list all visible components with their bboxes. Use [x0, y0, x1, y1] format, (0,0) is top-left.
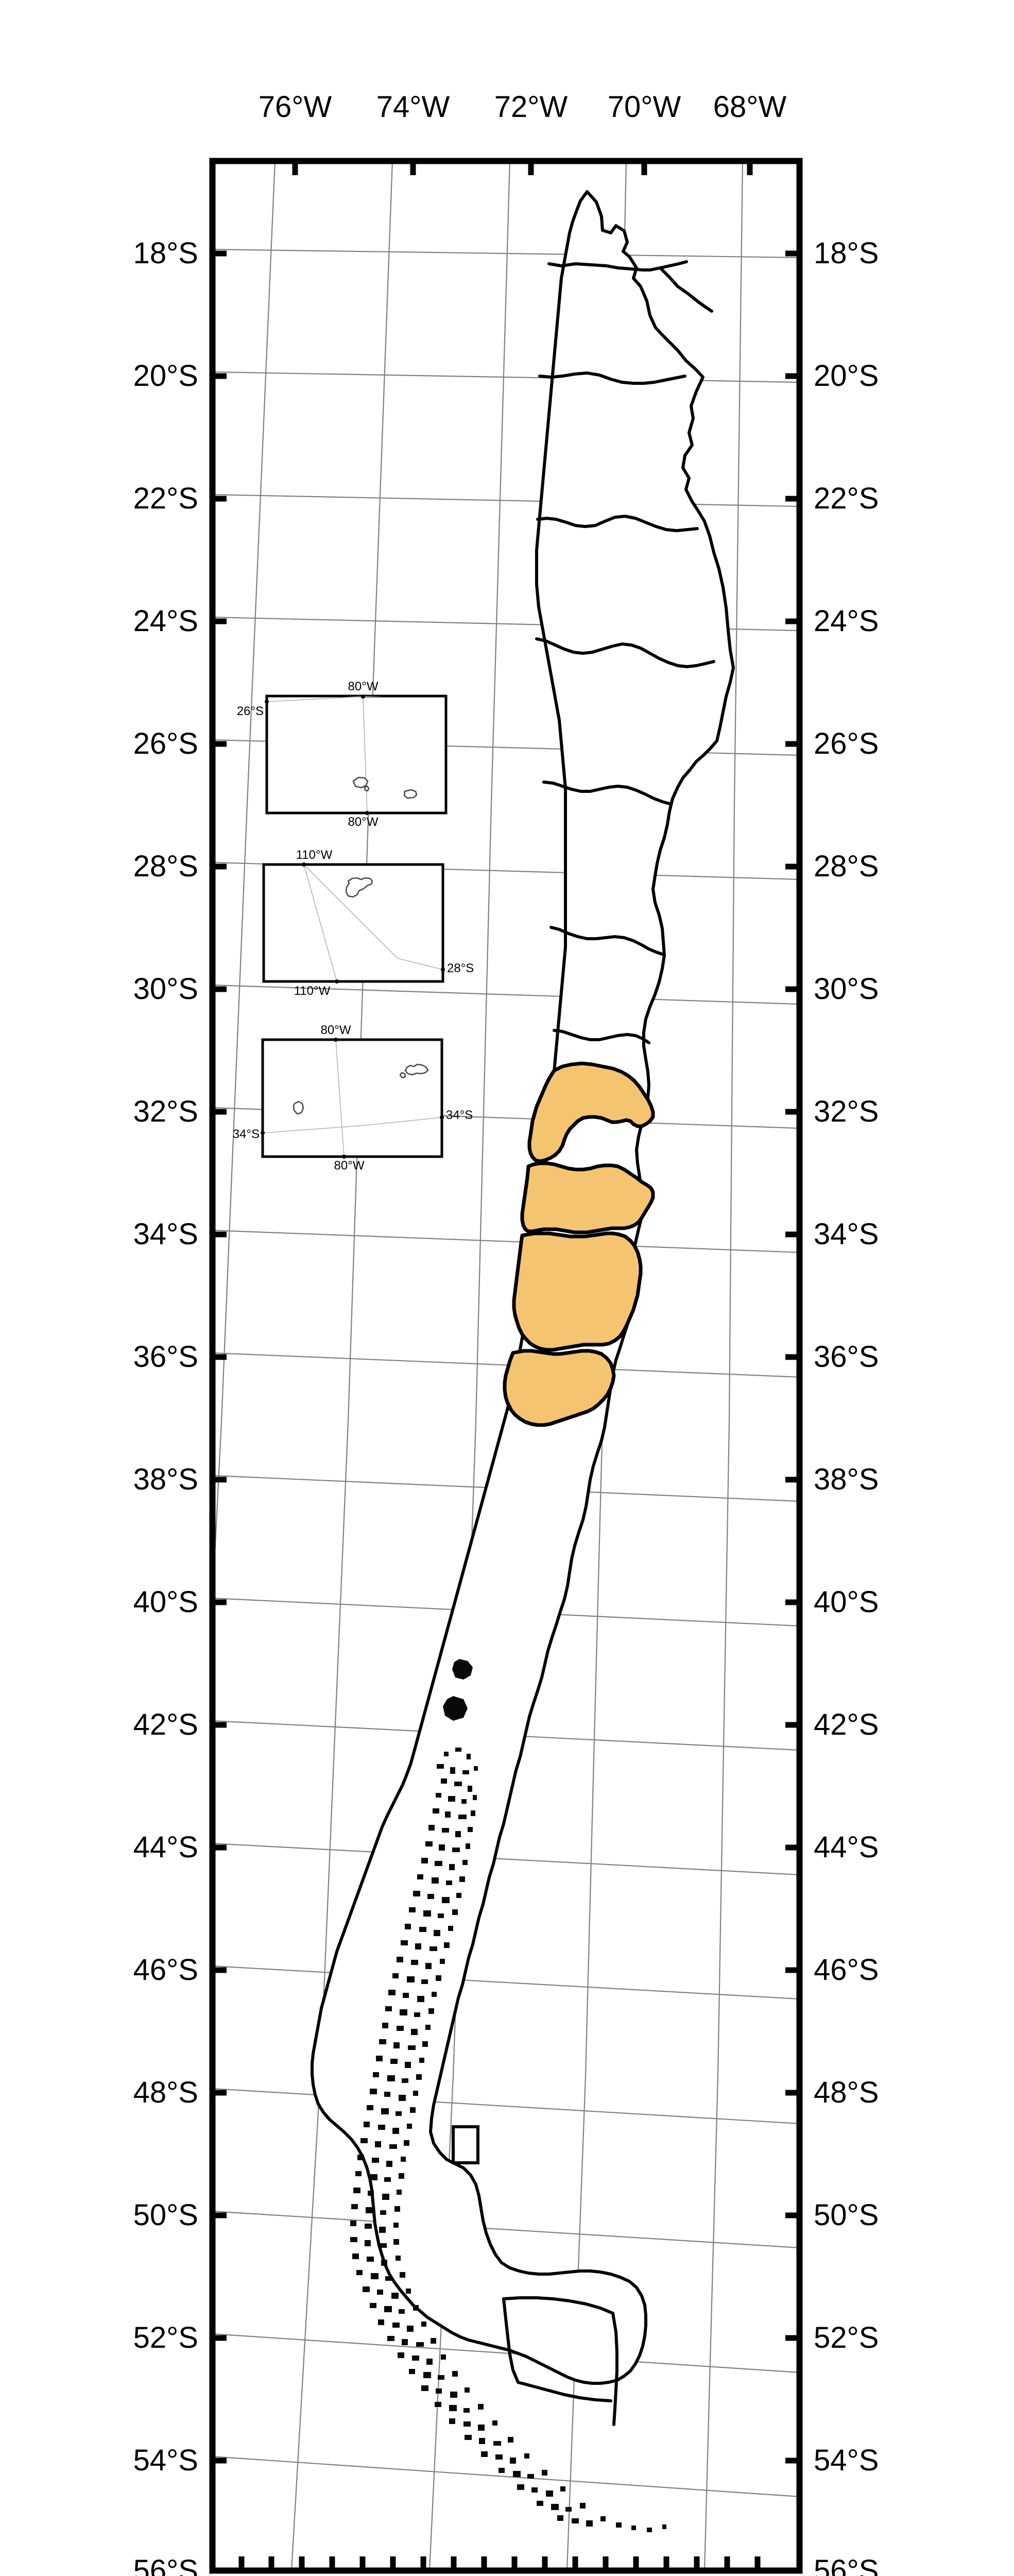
axis-tick-label-left-40S: 40°S	[133, 1585, 198, 1619]
highlighted-region-2	[520, 1161, 655, 1234]
patagonia-boundaries	[502, 2296, 618, 2426]
axis-tick-label-right-56S: 56°S	[814, 2554, 879, 2576]
axis-tick-label-left-48S: 48°S	[133, 2076, 198, 2109]
inset-juan-fernandez-label: 34°S	[446, 1108, 473, 1122]
axis-tick-label-left-30S: 30°S	[133, 972, 198, 1006]
axis-tick-label-left-24S: 24°S	[133, 604, 198, 638]
axis-tick-label-right-36S: 36°S	[814, 1340, 879, 1374]
axis-tick-label-left-20S: 20°S	[133, 359, 198, 393]
inset-juan-fernandez-label: 34°S	[232, 1127, 260, 1141]
axis-tick-label-right-34S: 34°S	[814, 1217, 879, 1251]
axis-tick-label-left-50S: 50°S	[133, 2198, 198, 2232]
inset-easter-island-label: 110°W	[294, 984, 331, 998]
axis-tick-label-left-32S: 32°S	[133, 1095, 198, 1128]
axis-tick-label-left-28S: 28°S	[133, 850, 198, 883]
inset-desventuradas	[265, 694, 448, 815]
axis-tick-label-left-36S: 36°S	[133, 1340, 198, 1374]
axis-tick-label-right-54S: 54°S	[814, 2444, 879, 2477]
highlighted-region-1	[527, 1061, 655, 1163]
axis-tick-label-top-74W: 74°W	[376, 90, 450, 124]
axis-tick-label-right-24S: 24°S	[814, 604, 879, 638]
axis-tick-label-right-38S: 38°S	[814, 1463, 879, 1496]
axis-tick-label-right-22S: 22°S	[814, 482, 879, 515]
axis-tick-label-left-42S: 42°S	[133, 1708, 198, 1741]
axis-tick-label-right-40S: 40°S	[814, 1585, 879, 1619]
axis-tick-label-right-50S: 50°S	[814, 2198, 879, 2232]
axis-tick-label-top-72W: 72°W	[494, 90, 568, 124]
axis-tick-label-right-18S: 18°S	[814, 236, 879, 270]
highlighted-region-group	[503, 1061, 655, 1427]
inset-desventuradas-label: 80°W	[348, 680, 379, 693]
axis-tick-label-right-20S: 20°S	[814, 359, 879, 393]
axis-tick-label-left-46S: 46°S	[133, 1953, 198, 1987]
axis-tick-label-left-52S: 52°S	[133, 2321, 198, 2354]
axis-tick-label-left-38S: 38°S	[133, 1463, 198, 1496]
inset-desventuradas-label: 26°S	[236, 704, 264, 718]
axis-tick-label-right-52S: 52°S	[814, 2321, 879, 2354]
inset-juan-fernandez-label: 80°W	[334, 1159, 365, 1173]
plot-frame	[209, 158, 803, 2574]
region-boundaries	[535, 260, 715, 1044]
axis-tick-label-right-48S: 48°S	[814, 2076, 879, 2109]
graticule-meridians	[212, 161, 744, 2571]
highlighted-region-3	[512, 1231, 643, 1352]
axis-tick-label-left-34S: 34°S	[133, 1217, 198, 1251]
axis-tick-label-left-22S: 22°S	[133, 482, 198, 515]
axis-tick-label-top-76W: 76°W	[258, 90, 332, 124]
locator-rectangle	[452, 2125, 479, 2164]
inset-juan-fernandez	[261, 1038, 444, 1159]
axis-tick-label-right-42S: 42°S	[814, 1708, 879, 1741]
axis-tick-label-right-32S: 32°S	[814, 1095, 879, 1128]
axis-tick-label-left-44S: 44°S	[133, 1831, 198, 1864]
axis-ticks	[212, 161, 800, 2574]
inset-easter-island-label: 110°W	[296, 848, 333, 862]
chile-mainland-outline	[311, 190, 735, 2385]
highlighted-region-4	[503, 1349, 616, 1427]
inset-juan-fernandez-label: 80°W	[320, 1023, 351, 1037]
axis-tick-label-left-54S: 54°S	[133, 2444, 198, 2477]
inset-easter-island	[262, 862, 445, 984]
axis-tick-label-right-26S: 26°S	[814, 727, 879, 760]
axis-tick-label-right-46S: 46°S	[814, 1953, 879, 1987]
inset-easter-island-label: 28°S	[447, 961, 474, 975]
axis-tick-label-left-56S: 56°S	[133, 2554, 198, 2576]
axis-tick-label-right-28S: 28°S	[814, 850, 879, 883]
axis-tick-label-right-44S: 44°S	[814, 1831, 879, 1864]
southern-archipelago	[350, 1659, 666, 2532]
axis-tick-label-right-30S: 30°S	[814, 972, 879, 1006]
axis-tick-label-left-18S: 18°S	[133, 236, 198, 270]
inset-desventuradas-label: 80°W	[348, 815, 379, 829]
axis-tick-label-top-68W: 68°W	[713, 90, 787, 124]
axis-tick-label-top-70W: 70°W	[607, 90, 681, 124]
axis-tick-label-left-26S: 26°S	[133, 727, 198, 760]
